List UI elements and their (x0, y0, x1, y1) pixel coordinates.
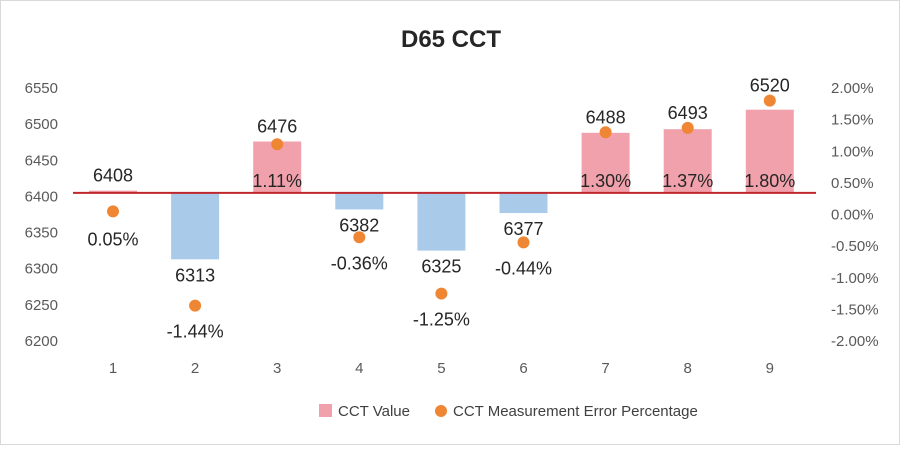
chart-title: D65 CCT (401, 26, 501, 53)
legend-label-cct-value: CCT Value (338, 403, 410, 420)
bar-4 (335, 192, 384, 210)
bar-8 (663, 129, 712, 193)
x-axis-tick: 1 (109, 360, 117, 377)
error-marker-8 (681, 121, 694, 134)
left-axis-tick: 6500 (25, 116, 58, 133)
error-marker-4 (353, 231, 366, 244)
percent-label-1: 0.05% (87, 229, 138, 249)
bar-1 (89, 190, 137, 193)
right-axis-tick: -2.00% (831, 333, 879, 350)
value-label-5: 6325 (421, 257, 461, 277)
right-axis-tick: 0.00% (831, 207, 874, 224)
bar-7 (581, 132, 630, 193)
value-label-4: 6382 (339, 215, 379, 235)
x-axis-tick: 8 (684, 360, 692, 377)
error-marker-6 (517, 236, 530, 249)
right-axis-tick: 2.00% (831, 80, 874, 97)
left-axis-tick: 6400 (25, 188, 58, 205)
percent-label-5: -1.25% (413, 310, 470, 330)
percent-label-6: -0.44% (495, 258, 552, 278)
x-axis-tick: 4 (355, 360, 363, 377)
right-axis-tick: -1.50% (831, 301, 879, 318)
x-axis-tick: 2 (191, 360, 199, 377)
legend-swatch-cct-value (319, 404, 332, 417)
x-axis-tick: 7 (601, 360, 609, 377)
right-axis-tick: 1.50% (831, 112, 874, 129)
error-marker-9 (763, 94, 776, 107)
value-label-8: 6493 (668, 103, 708, 123)
left-axis-tick: 6550 (25, 80, 58, 97)
right-axis-tick: 1.00% (831, 143, 874, 160)
percent-label-2: -1.44% (167, 322, 224, 342)
left-axis-tick: 6350 (25, 225, 58, 242)
x-axis-tick: 3 (273, 360, 281, 377)
value-label-2: 6313 (175, 265, 215, 285)
left-axis-tick: 6250 (25, 297, 58, 314)
right-axis-tick: -0.50% (831, 238, 879, 255)
x-axis-tick: 9 (766, 360, 774, 377)
percent-label-4: -0.36% (331, 253, 388, 273)
percent-label-7: 1.30% (580, 171, 631, 191)
bar-9 (745, 109, 794, 193)
bar-5 (417, 192, 466, 251)
left-axis-tick: 6450 (25, 152, 58, 169)
percent-label-3: 1.11% (252, 171, 302, 191)
bar-2 (171, 192, 220, 260)
percent-label-8: 1.37% (662, 171, 713, 191)
value-label-9: 6520 (750, 76, 790, 96)
right-axis-tick: 0.50% (831, 175, 874, 192)
value-label-7: 6488 (586, 107, 626, 127)
x-axis-tick: 6 (519, 360, 527, 377)
left-axis-tick: 6200 (25, 333, 58, 350)
x-axis-tick: 5 (437, 360, 445, 377)
bar-6 (499, 192, 548, 214)
percent-label-9: 1.80% (744, 171, 795, 191)
error-marker-1 (107, 205, 119, 218)
value-label-1: 6408 (93, 166, 133, 186)
value-label-3: 6476 (257, 116, 297, 136)
left-axis-tick: 6300 (25, 261, 58, 278)
error-marker-5 (435, 287, 448, 300)
error-marker-2 (189, 299, 202, 312)
right-axis-tick: -1.00% (831, 270, 879, 287)
value-label-6: 6377 (503, 219, 543, 239)
legend-label-error-percentage: CCT Measurement Error Percentage (453, 403, 698, 420)
error-marker-7 (599, 126, 612, 139)
legend-swatch-error-percentage (435, 405, 447, 417)
error-marker-3 (271, 138, 284, 151)
